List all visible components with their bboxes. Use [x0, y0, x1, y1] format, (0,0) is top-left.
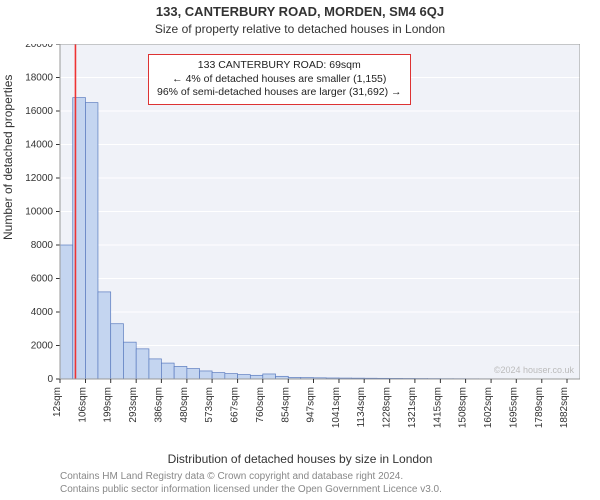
histogram-bar: [149, 359, 161, 379]
histogram-bar: [187, 369, 200, 379]
x-tick-label: 1789sqm: [534, 387, 545, 428]
y-tick-label: 18000: [25, 73, 53, 84]
x-tick-label: 947sqm: [305, 387, 316, 423]
y-tick-label: 6000: [31, 274, 54, 285]
x-tick-label: 12sqm: [52, 387, 63, 417]
histogram-bar: [60, 245, 73, 379]
histogram-bar: [174, 366, 187, 379]
annotation-line: 96% of semi-detached houses are larger (…: [157, 86, 402, 100]
y-tick-label: 8000: [31, 240, 54, 251]
source-footnote: Contains HM Land Registry data © Crown c…: [60, 471, 442, 496]
x-tick-label: 760sqm: [255, 387, 266, 423]
x-tick-label: 667sqm: [230, 387, 241, 423]
annotation-line: 133 CANTERBURY ROAD: 69sqm: [157, 59, 402, 73]
histogram-bar: [200, 371, 212, 379]
figure-container: 133, CANTERBURY ROAD, MORDEN, SM4 6QJ Si…: [0, 0, 600, 500]
x-tick-label: 1602sqm: [483, 387, 494, 428]
x-tick-label: 199sqm: [103, 387, 114, 423]
y-tick-label: 16000: [25, 106, 53, 117]
histogram-bar: [238, 375, 251, 379]
credit-text: ©2024 houser.co.uk: [494, 365, 575, 375]
histogram-bar: [136, 349, 149, 379]
histogram-bar: [111, 324, 124, 379]
x-tick-label: 386sqm: [153, 387, 164, 423]
x-tick-label: 106sqm: [77, 387, 88, 423]
figure-subtitle: Size of property relative to detached ho…: [0, 22, 600, 36]
figure-title: 133, CANTERBURY ROAD, MORDEN, SM4 6QJ: [0, 4, 600, 19]
histogram-bar: [85, 103, 97, 379]
y-tick-label: 4000: [31, 307, 54, 318]
annotation-line: ← 4% of detached houses are smaller (1,1…: [157, 73, 402, 87]
histogram-bar: [263, 374, 276, 379]
x-tick-label: 1321sqm: [407, 387, 418, 428]
histogram-bar: [225, 374, 238, 379]
y-tick-label: 14000: [25, 140, 53, 151]
y-tick-label: 0: [47, 374, 53, 385]
x-tick-label: 854sqm: [280, 387, 291, 423]
y-axis-label: Number of detached properties: [1, 75, 15, 240]
histogram-bar: [123, 342, 136, 379]
y-tick-label: 10000: [25, 207, 53, 218]
x-axis-label: Distribution of detached houses by size …: [0, 452, 600, 466]
x-tick-label: 480sqm: [179, 387, 190, 423]
x-tick-label: 1882sqm: [559, 387, 570, 428]
x-tick-label: 293sqm: [128, 387, 139, 423]
x-tick-label: 1134sqm: [356, 387, 367, 427]
footnote-line: Contains HM Land Registry data © Crown c…: [60, 471, 442, 484]
x-tick-label: 1695sqm: [508, 387, 519, 428]
histogram-bar: [161, 363, 174, 379]
x-tick-label: 1508sqm: [458, 387, 469, 428]
histogram-bar: [98, 292, 111, 379]
x-tick-label: 573sqm: [204, 387, 215, 423]
marker-annotation-box: 133 CANTERBURY ROAD: 69sqm ← 4% of detac…: [148, 54, 411, 105]
x-tick-label: 1415sqm: [432, 387, 443, 428]
histogram-bar: [250, 375, 262, 379]
footnote-line: Contains public sector information licen…: [60, 484, 442, 497]
y-tick-label: 12000: [25, 173, 53, 184]
histogram-bar: [212, 373, 225, 379]
y-tick-label: 2000: [31, 341, 54, 352]
x-tick-label: 1041sqm: [331, 387, 342, 428]
y-tick-label: 20000: [25, 44, 53, 50]
x-tick-label: 1228sqm: [382, 387, 393, 428]
